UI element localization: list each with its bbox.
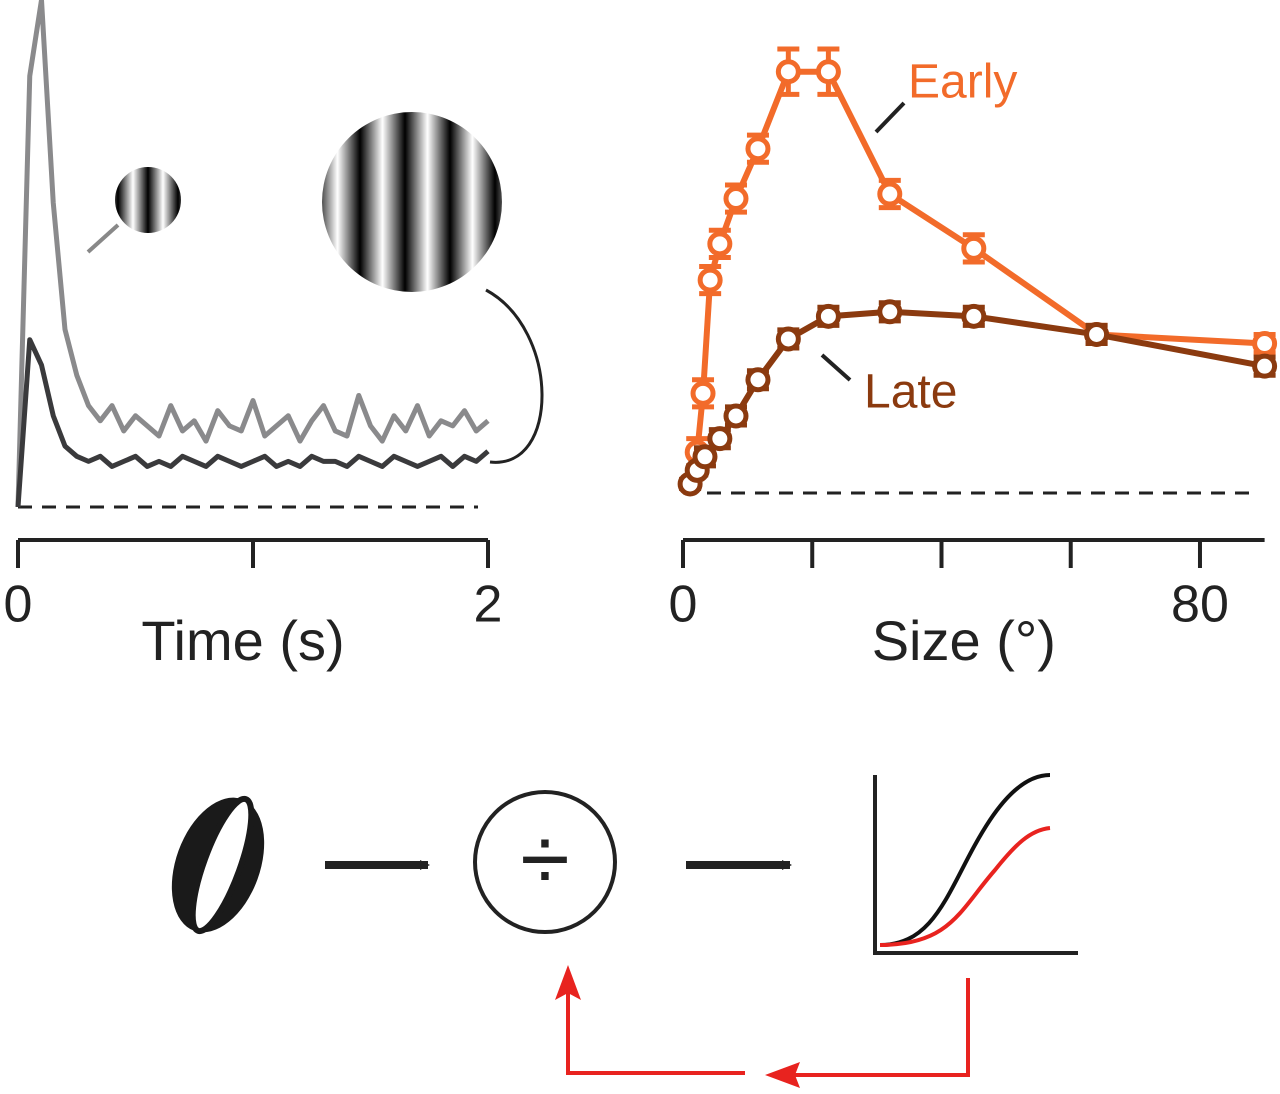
large-grating <box>322 112 502 292</box>
point <box>1252 331 1278 357</box>
point <box>1084 321 1110 347</box>
trace <box>15 337 490 508</box>
connector <box>485 288 544 464</box>
point <box>723 186 749 212</box>
point <box>697 267 723 293</box>
point <box>1252 353 1278 379</box>
series-label: Early <box>908 56 1017 109</box>
point <box>775 59 801 85</box>
x-tick-label: 2 <box>474 576 503 634</box>
feedback <box>566 985 745 1075</box>
connector <box>86 223 120 254</box>
curve <box>694 68 1265 453</box>
point <box>707 426 733 452</box>
point <box>707 231 733 257</box>
x-tick-label: 0 <box>669 576 698 634</box>
point <box>877 181 903 207</box>
point <box>877 299 903 325</box>
point <box>815 303 841 329</box>
point <box>745 367 771 393</box>
operator: ÷ <box>520 810 569 910</box>
filter-icon <box>189 795 255 935</box>
arrowhead <box>555 965 581 1000</box>
divider <box>473 790 617 934</box>
series-label: Late <box>864 366 957 419</box>
x-axis-label: Size (°) <box>872 609 1056 672</box>
curve <box>879 773 1051 947</box>
label-leader <box>820 353 852 382</box>
trace <box>15 0 490 508</box>
point <box>692 444 718 470</box>
plots: 0 2 Time (s) 0 80 Size (°) Early Late <box>4 0 1278 672</box>
label-leader <box>874 101 906 134</box>
point <box>961 235 987 261</box>
curve <box>879 826 1051 947</box>
feedback <box>775 978 970 1077</box>
point <box>723 403 749 429</box>
x-axis-label: Time (s) <box>141 609 344 672</box>
small-grating <box>115 167 181 233</box>
x-tick-label: 0 <box>4 576 33 634</box>
point <box>745 136 771 162</box>
point <box>690 380 716 406</box>
diagram: ÷ <box>171 773 1078 1088</box>
point <box>815 59 841 85</box>
point <box>775 326 801 352</box>
arrowhead <box>765 1062 800 1088</box>
mini-axes <box>873 775 1078 955</box>
x-tick-label: 80 <box>1171 576 1229 634</box>
point <box>961 303 987 329</box>
